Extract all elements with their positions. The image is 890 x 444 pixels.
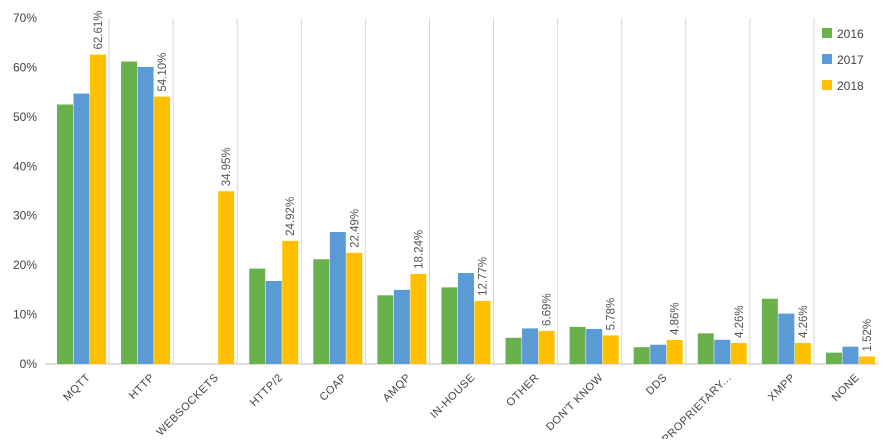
bar-2016 xyxy=(761,298,778,364)
bar-2016 xyxy=(377,295,394,364)
legend-label: 2017 xyxy=(837,53,864,67)
bar-2018 xyxy=(218,191,235,364)
bar-2016 xyxy=(569,326,586,364)
x-category-label: HTTP/2 xyxy=(248,372,285,409)
legend-label: 2018 xyxy=(837,79,864,93)
legend-swatch-2018 xyxy=(822,80,832,90)
data-label: 4.26% xyxy=(798,305,810,338)
legend-label: 2016 xyxy=(837,27,864,41)
bar-2016 xyxy=(633,347,650,364)
y-tick-label: 40% xyxy=(13,159,37,173)
bar-2017 xyxy=(714,339,731,364)
bar-2017 xyxy=(265,280,282,364)
data-label: 62.61% xyxy=(93,11,105,50)
bar-2016 xyxy=(57,104,73,364)
y-tick-label: 0% xyxy=(20,357,38,371)
x-category-label: PROPRIETARY... xyxy=(660,372,734,439)
bar-2018 xyxy=(282,240,299,364)
x-category-label: AMQP xyxy=(381,372,414,405)
legend-swatch-2017 xyxy=(822,54,832,64)
bar-2017 xyxy=(650,344,667,364)
bar-2018 xyxy=(346,252,363,364)
data-label: 22.49% xyxy=(349,209,361,248)
x-category-label: NONE xyxy=(830,372,862,404)
bar-2018 xyxy=(90,54,106,365)
bar-2016 xyxy=(121,61,138,365)
bar-2018 xyxy=(602,335,619,364)
data-label: 54.10% xyxy=(157,53,169,92)
y-tick-label: 70% xyxy=(13,11,37,25)
bar-2017 xyxy=(778,313,795,364)
x-category-label: XMPP xyxy=(766,372,798,404)
bar-2017 xyxy=(522,328,539,364)
x-category-label: HTTP xyxy=(127,372,157,402)
x-category-label: IN-HOUSE xyxy=(428,372,477,421)
x-category-label: COAP xyxy=(318,372,350,404)
bar-2018 xyxy=(794,342,811,364)
data-label: 1.52% xyxy=(862,319,874,352)
x-category-label: WEBSOCKETS xyxy=(154,372,221,439)
data-label: 12.77% xyxy=(477,257,489,296)
y-tick-label: 10% xyxy=(13,308,37,322)
data-label: 4.26% xyxy=(734,305,746,338)
bar-2018 xyxy=(666,339,683,364)
bar-2017 xyxy=(842,346,859,364)
x-category-label: OTHER xyxy=(504,372,541,409)
data-label: 5.78% xyxy=(606,298,618,331)
bar-2017 xyxy=(586,328,603,364)
bar-2016 xyxy=(313,259,330,364)
bar-2018 xyxy=(474,300,491,364)
bar-2017 xyxy=(73,93,90,364)
data-label: 24.92% xyxy=(285,197,297,236)
data-label: 4.86% xyxy=(670,302,682,335)
bar-2016 xyxy=(505,337,522,364)
bar-2018 xyxy=(154,96,171,364)
bar-2016 xyxy=(697,333,714,364)
bar-2018 xyxy=(538,330,555,364)
y-tick-label: 50% xyxy=(13,110,37,124)
bar-2016 xyxy=(825,352,842,364)
bar-2016 xyxy=(441,287,458,364)
bar-2017 xyxy=(329,232,346,364)
x-category-label: DON'T KNOW xyxy=(544,372,606,434)
bar-2017 xyxy=(457,273,474,364)
data-label: 18.24% xyxy=(413,230,425,269)
x-category-label: DDS xyxy=(644,372,670,398)
y-tick-label: 30% xyxy=(13,209,37,223)
bar-2016 xyxy=(249,268,266,364)
bar-2018 xyxy=(858,356,875,364)
y-tick-label: 60% xyxy=(13,60,37,74)
bar-2018 xyxy=(410,273,427,364)
bar-2017 xyxy=(393,289,410,364)
data-label: 6.69% xyxy=(542,293,554,326)
x-category-label: MQTT xyxy=(61,372,93,404)
y-tick-label: 20% xyxy=(13,258,37,272)
data-label: 34.95% xyxy=(221,147,233,186)
legend-swatch-2016 xyxy=(822,28,832,38)
bar-2018 xyxy=(730,342,747,364)
bar-2017 xyxy=(137,66,154,364)
